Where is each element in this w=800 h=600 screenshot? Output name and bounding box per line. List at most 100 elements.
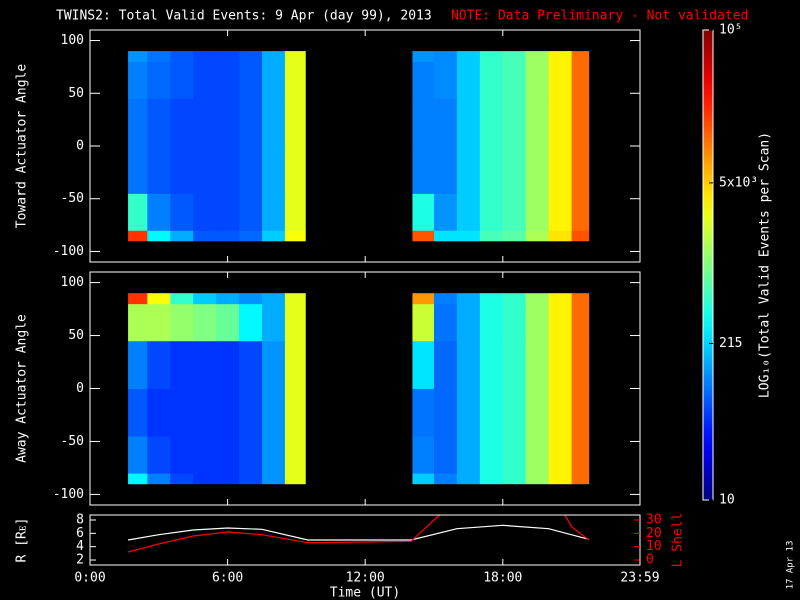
y2-tick-label: 10	[646, 539, 662, 554]
heatmap-cell	[239, 61, 263, 99]
heatmap-cell	[261, 303, 286, 342]
heatmap-cell	[170, 230, 194, 242]
y-tick-label: -50	[61, 434, 84, 449]
y-tick-label: 6	[76, 526, 84, 541]
heatmap-cell	[216, 61, 240, 99]
heatmap-cell	[193, 193, 217, 231]
heatmap-cell	[433, 61, 458, 99]
heatmap-cell	[284, 473, 306, 485]
heatmap-cell	[571, 61, 590, 99]
heatmap-cell	[433, 293, 458, 305]
y-tick-label: -100	[53, 244, 84, 259]
y-tick-label: 100	[61, 33, 84, 48]
heatmap-cell	[502, 388, 527, 437]
heatmap-cell	[502, 303, 527, 342]
heatmap-cell	[479, 98, 504, 147]
heatmap-cell	[239, 51, 263, 63]
heatmap-cell	[216, 230, 240, 242]
y-tick-label: 50	[68, 86, 84, 101]
heatmap-cell	[147, 293, 171, 305]
heatmap-cell	[239, 293, 263, 305]
heatmap-cell	[284, 436, 306, 474]
heatmap-cell	[456, 146, 481, 194]
heatmap-cell	[525, 51, 550, 63]
heatmap-cell	[239, 193, 263, 231]
heatmap-cell	[548, 340, 572, 389]
heatmap-cell	[456, 436, 481, 474]
y-tick-label: 2	[76, 553, 84, 568]
heatmap-cell	[571, 436, 590, 474]
heatmap-cell	[147, 303, 171, 342]
heatmap-cell	[193, 293, 217, 305]
heatmap-cell	[216, 193, 240, 231]
heatmap-cell	[525, 473, 550, 485]
heatmap-cell	[571, 193, 590, 231]
heatmap-cell	[147, 193, 171, 231]
heatmap-cell	[261, 51, 286, 63]
heatmap-cell	[193, 230, 217, 242]
heatmap-cell	[216, 340, 240, 389]
heatmap-cell	[548, 388, 572, 437]
heatmap-cell	[412, 230, 435, 242]
heatmap-cell	[147, 61, 171, 99]
heatmap-cell	[147, 230, 171, 242]
heatmap-cell	[571, 473, 590, 485]
heatmap-cell	[456, 293, 481, 305]
heatmap-cell	[128, 193, 148, 231]
heatmap-cell	[571, 98, 590, 147]
heatmap-cell	[193, 303, 217, 342]
heatmap-cell	[261, 340, 286, 389]
date-stamp: 17 Apr 13	[786, 541, 796, 590]
heatmap-cell	[128, 61, 148, 99]
heatmap-cell	[147, 98, 171, 147]
y-tick-label: 0	[76, 139, 84, 154]
heatmap-cell	[433, 51, 458, 63]
heatmap-cell	[525, 303, 550, 342]
heatmap-cell	[412, 51, 435, 63]
heatmap-cell	[239, 98, 263, 147]
heatmap-cell	[216, 473, 240, 485]
heatmap-cell	[479, 340, 504, 389]
heatmap-cell	[479, 51, 504, 63]
heatmap-cell	[284, 98, 306, 147]
chart-title: TWINS2: Total Valid Events: 9 Apr (day 9…	[56, 9, 432, 24]
y-tick-label: 0	[76, 381, 84, 396]
plot-area	[127, 515, 590, 553]
heatmap-cell	[193, 98, 217, 147]
heatmap-cell	[128, 388, 148, 437]
heatmap-cell	[128, 146, 148, 194]
heatmap-cell	[433, 303, 458, 342]
y2-axis-label: L Shell	[671, 513, 686, 568]
y-tick-label: -50	[61, 191, 84, 206]
heatmap-cell	[479, 388, 504, 437]
heatmap-cell	[502, 61, 527, 99]
heatmap-cell	[239, 146, 263, 194]
heatmap-cell	[571, 388, 590, 437]
heatmap-cell	[261, 388, 286, 437]
heatmap-cell	[479, 230, 504, 242]
y-tick-label: 100	[61, 275, 84, 290]
heatmap-cell	[193, 473, 217, 485]
heatmap-cell	[433, 230, 458, 242]
heatmap-cell	[239, 436, 263, 474]
heatmap-cell	[548, 146, 572, 194]
heatmap-cell	[571, 230, 590, 242]
heatmap-cell	[412, 473, 435, 485]
heatmap-cell	[170, 146, 194, 194]
heatmap-cell	[525, 146, 550, 194]
heatmap-cell	[456, 473, 481, 485]
x-tick-label: 23:59	[620, 571, 659, 586]
y-axis-label: Away Actuator Angle	[15, 314, 30, 463]
heatmap-cell	[433, 146, 458, 194]
heatmap-cell	[525, 230, 550, 242]
x-tick-label: 18:00	[483, 571, 522, 586]
y-axis-label: Toward Actuator Angle	[15, 64, 30, 229]
heatmap-cell	[433, 436, 458, 474]
heatmap-cell	[216, 388, 240, 437]
heatmap-cell	[412, 436, 435, 474]
heatmap-cell	[479, 293, 504, 305]
series-line	[127, 524, 589, 541]
heatmap-cell	[548, 230, 572, 242]
